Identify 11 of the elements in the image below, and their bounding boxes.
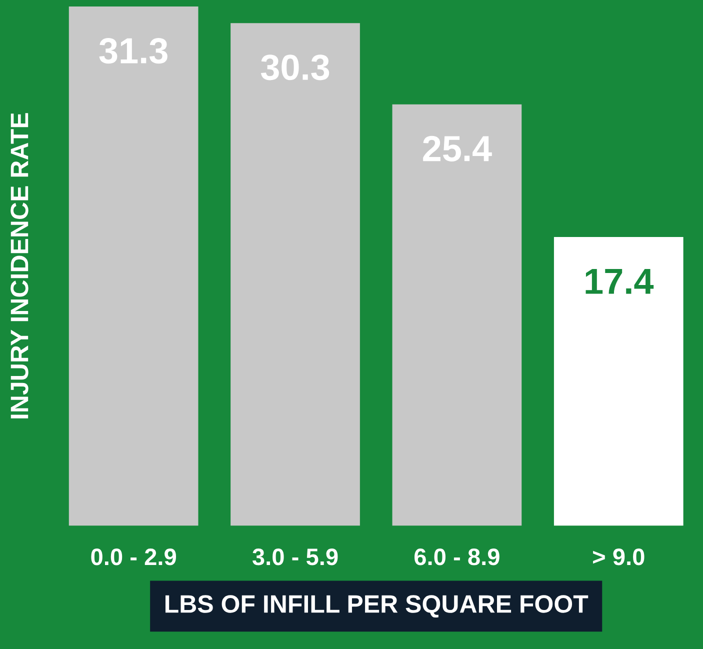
y-axis-title: INJURY INCIDENCE RATE — [10, 113, 28, 418]
x-tick-label: 6.0 - 8.9 — [414, 548, 500, 566]
x-tick-label: > 9.0 — [593, 548, 644, 566]
bar — [554, 237, 684, 526]
bar — [230, 23, 360, 526]
bar — [68, 6, 198, 526]
bar — [392, 104, 522, 526]
x-axis-title: LBS OF INFILL PER SQUARE FOOT — [166, 595, 588, 618]
data-label: 17.4 — [586, 268, 654, 294]
x-tick-label: 3.0 - 5.9 — [252, 548, 338, 566]
x-tick-label: 0.0 - 2.9 — [91, 548, 176, 566]
